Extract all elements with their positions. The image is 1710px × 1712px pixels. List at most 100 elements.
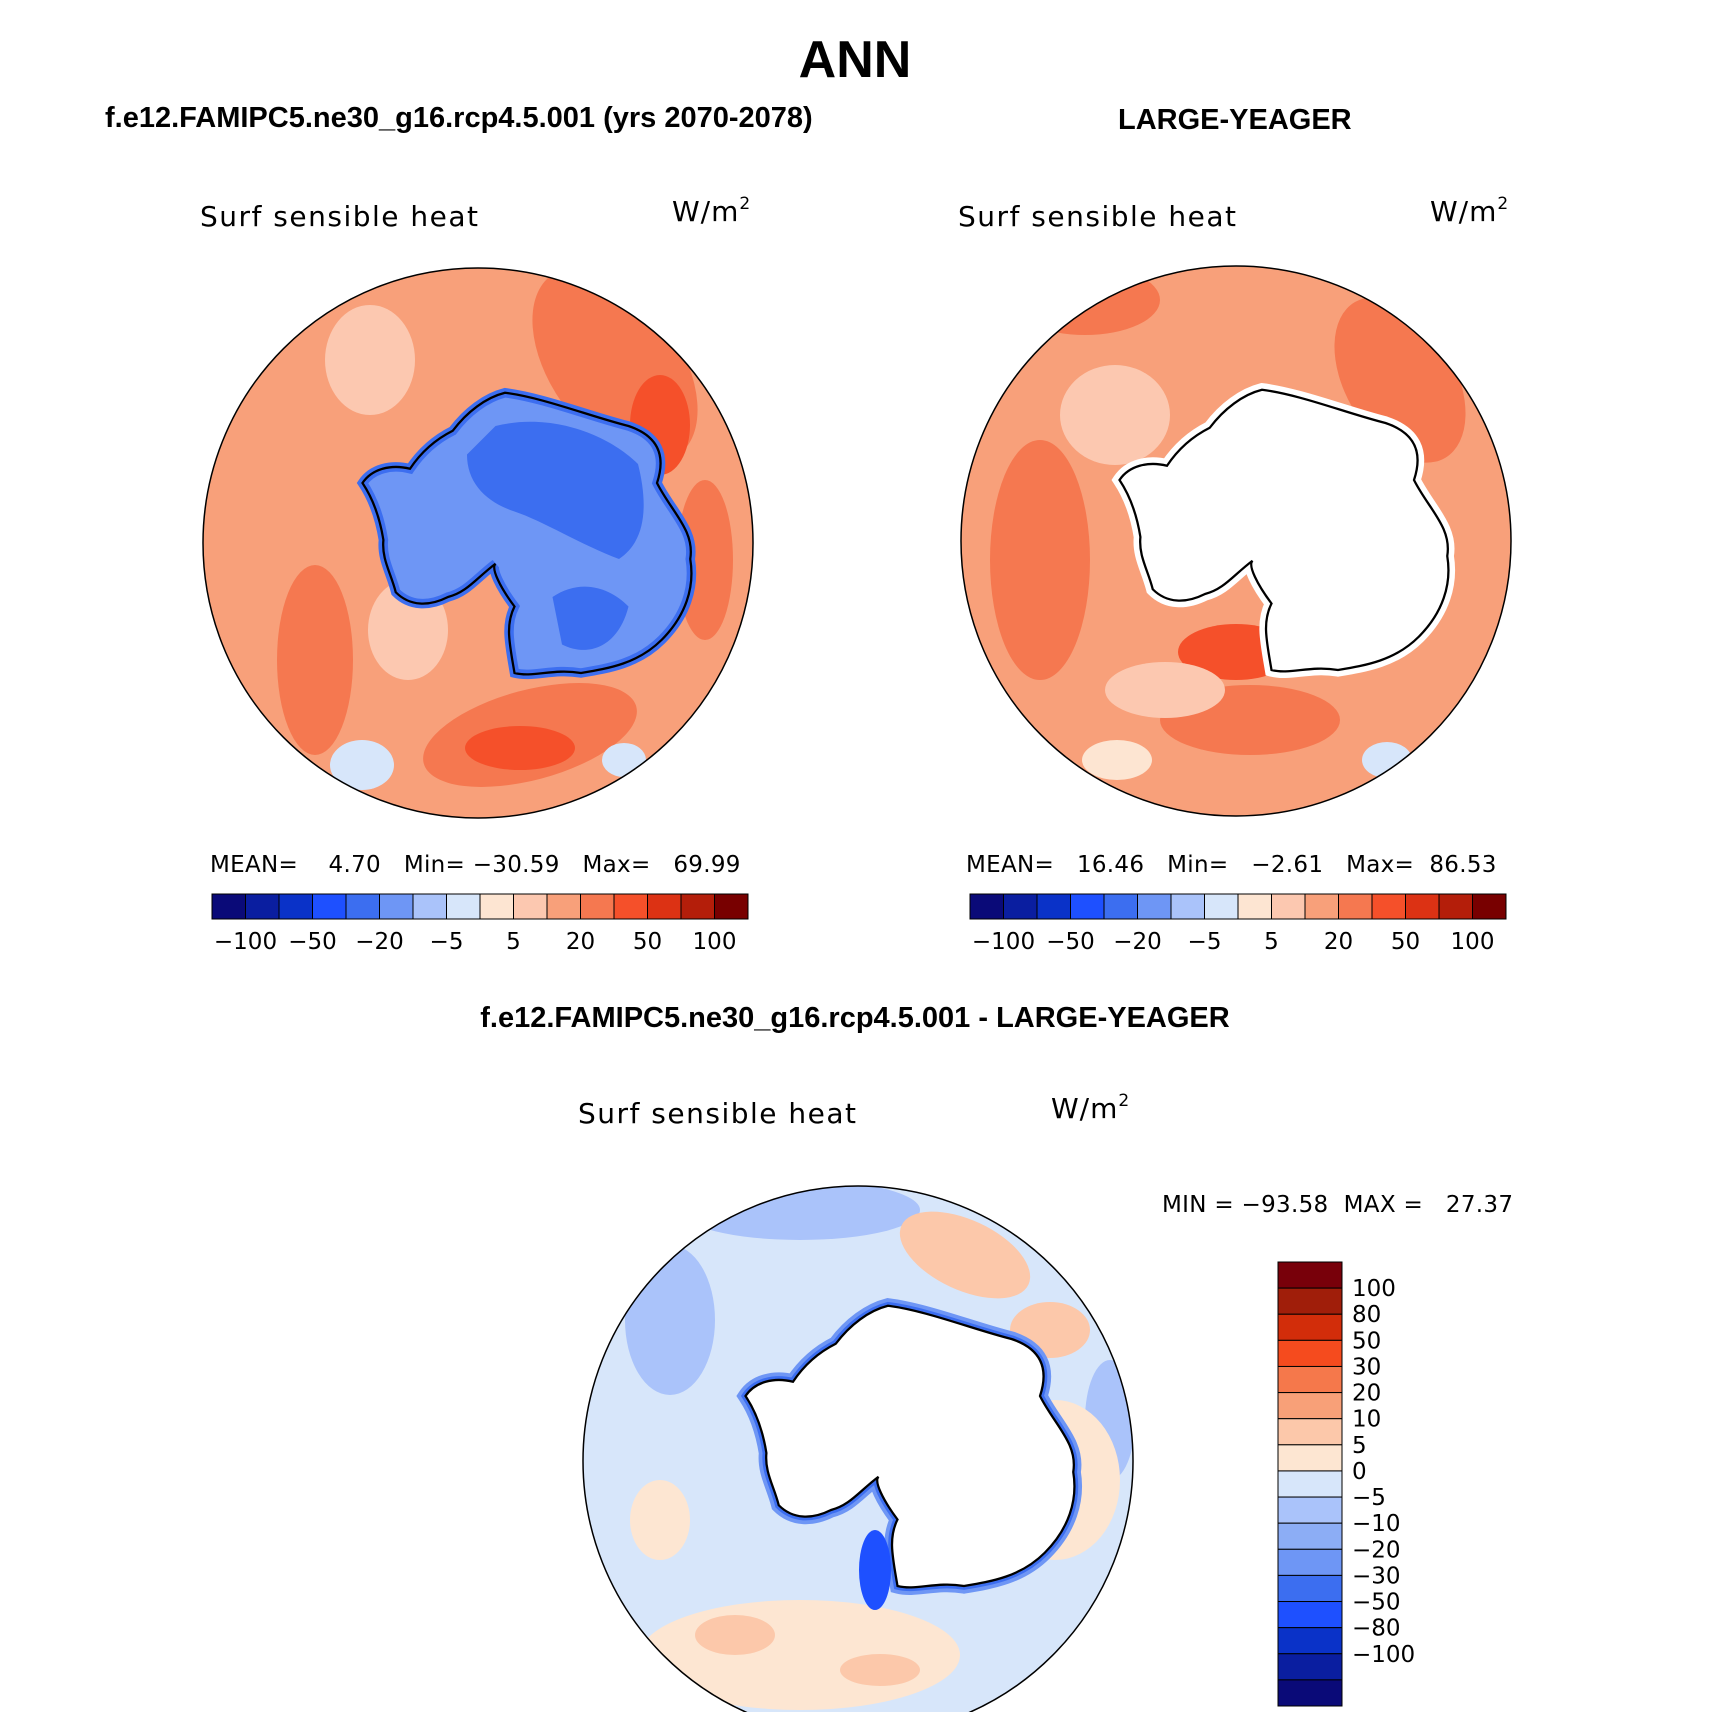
diff-colorbar-swatch — [1277, 1418, 1343, 1446]
diff-colorbar-tick-label: −30 — [1352, 1563, 1401, 1589]
right-colorbar-tick-label: −100 — [972, 929, 1035, 955]
right-colorbar-tick-label: −50 — [1046, 929, 1095, 955]
right-colorbar-swatch — [1338, 893, 1373, 920]
left-colorbar-tick-label: 20 — [566, 929, 595, 955]
right-colorbar-swatch — [1036, 893, 1071, 920]
diff-colorbar-swatch — [1277, 1496, 1343, 1524]
right-colorbar-swatch — [1271, 893, 1306, 920]
right-colorbar-swatch — [1170, 893, 1205, 920]
diff-colorbar-swatch — [1277, 1627, 1343, 1655]
diff-colorbar-tick-label: 100 — [1352, 1276, 1396, 1302]
left-colorbar-swatch — [714, 893, 749, 920]
diff-colorbar-swatch — [1277, 1261, 1343, 1289]
left-colorbar-swatch — [245, 893, 280, 920]
diff-colorbar-swatch — [1277, 1470, 1343, 1498]
diff-colorbar-swatch — [1277, 1653, 1343, 1681]
diff-polar-map — [583, 1186, 1133, 1712]
diff-colorbar-tick-label: 50 — [1352, 1328, 1381, 1354]
left-colorbar-swatch — [345, 893, 380, 920]
left-colorbar-swatch — [513, 893, 548, 920]
left-colorbar-swatch — [479, 893, 514, 920]
right-colorbar-swatch — [969, 893, 1004, 920]
diff-colorbar-tick-label: −80 — [1352, 1616, 1401, 1642]
left-colorbar-swatch — [412, 893, 447, 920]
diff-colorbar-tick-label: 5 — [1352, 1433, 1367, 1459]
diff-colorbar-swatch — [1277, 1522, 1343, 1550]
left-stats: MEAN= 4.70 Min= −30.59 Max= 69.99 — [210, 852, 741, 878]
right-colorbar-swatch — [1405, 893, 1440, 920]
diff-colorbar-swatch — [1277, 1313, 1343, 1341]
left-colorbar-tick-label: −20 — [355, 929, 404, 955]
diff-colorbar-swatch — [1277, 1339, 1343, 1367]
right-colorbar-swatch — [1237, 893, 1272, 920]
diff-colorbar-tick-label: 20 — [1352, 1381, 1381, 1407]
right-variable-label: Surf sensible heat — [958, 200, 1238, 233]
right-colorbar-tick-label: 50 — [1391, 929, 1420, 955]
diff-colorbar-swatch — [1277, 1392, 1343, 1420]
left-colorbar-swatch — [446, 893, 481, 920]
left-colorbar-tick-label: −5 — [430, 929, 464, 955]
diff-colorbar-tick-label: −10 — [1352, 1511, 1401, 1537]
diff-colorbar-tick-label: −5 — [1352, 1485, 1386, 1511]
diff-variable-label: Surf sensible heat — [578, 1097, 858, 1130]
diff-colorbar-tick-label: 0 — [1352, 1459, 1367, 1485]
diff-colorbar-swatch — [1277, 1574, 1343, 1603]
left-colorbar-swatch — [580, 893, 615, 920]
right-colorbar-swatch — [1103, 893, 1138, 920]
diff-colorbar-swatch — [1277, 1601, 1343, 1629]
diff-panel-title: f.e12.FAMIPC5.ne30_g16.rcp4.5.001 - LARG… — [480, 1002, 1230, 1034]
diff-colorbar-tick-label: −100 — [1352, 1642, 1415, 1668]
diff-stats: MIN = −93.58 MAX = 27.37 — [1162, 1192, 1514, 1218]
figure-title: ANN — [798, 31, 912, 89]
right-units-label: W/m2 — [1430, 194, 1510, 228]
diff-colorbar-tick-label: −20 — [1352, 1537, 1401, 1563]
diff-colorbar-swatch — [1277, 1548, 1343, 1576]
right-map-boundary — [960, 265, 1512, 817]
right-colorbar-tick-label: −20 — [1113, 929, 1162, 955]
right-colorbar-swatch — [1204, 893, 1239, 920]
right-colorbar-swatch — [1137, 893, 1172, 920]
right-colorbar-tick-label: −5 — [1188, 929, 1222, 955]
left-colorbar-tick-label: 100 — [693, 929, 737, 955]
right-colorbar-tick-label: 100 — [1451, 929, 1495, 955]
right-panel-title: LARGE-YEAGER — [1118, 104, 1352, 136]
left-colorbar-swatch — [211, 893, 246, 920]
right-colorbar-swatch — [1003, 893, 1038, 920]
left-colorbar-swatch — [647, 893, 682, 920]
left-colorbar-tick-label: −50 — [288, 929, 337, 955]
left-map-boundary — [202, 267, 754, 819]
right-colorbar: −100 −50 −20 −5 5 20 50 100 — [969, 893, 1507, 955]
left-polar-map — [203, 268, 753, 818]
left-colorbar: −100 −50 −20 −5 5 20 50 100 — [211, 893, 749, 955]
left-colorbar-swatch — [379, 893, 414, 920]
left-colorbar-swatch — [312, 893, 347, 920]
diff-colorbar-tick-label: 10 — [1352, 1407, 1381, 1433]
diff-units-label: W/m2 — [1051, 1091, 1131, 1125]
left-colorbar-swatch — [278, 893, 313, 920]
diff-colorbar-tick-label: 30 — [1352, 1354, 1381, 1380]
left-panel-title: f.e12.FAMIPC5.ne30_g16.rcp4.5.001 (yrs 2… — [105, 102, 813, 134]
right-stats: MEAN= 16.46 Min= −2.61 Max= 86.53 — [966, 852, 1497, 878]
left-variable-label: Surf sensible heat — [200, 200, 480, 233]
diff-colorbar-swatch — [1277, 1365, 1343, 1394]
left-colorbar-swatch — [613, 893, 648, 920]
diff-colorbar-tick-label: 80 — [1352, 1302, 1381, 1328]
right-colorbar-swatch — [1371, 893, 1406, 920]
diff-colorbar-swatch — [1277, 1287, 1343, 1315]
left-colorbar-swatch — [680, 893, 715, 920]
right-colorbar-tick-label: 20 — [1324, 929, 1353, 955]
right-colorbar-swatch — [1070, 893, 1105, 920]
left-colorbar-tick-label: −100 — [214, 929, 277, 955]
left-units-label: W/m2 — [672, 194, 752, 228]
left-colorbar-tick-label: 50 — [633, 929, 662, 955]
diff-colorbar-swatch — [1277, 1444, 1343, 1472]
left-colorbar-swatch — [546, 893, 581, 920]
diff-colorbar-swatch — [1277, 1679, 1343, 1707]
right-polar-map — [961, 266, 1511, 816]
right-colorbar-tick-label: 5 — [1264, 929, 1279, 955]
diff-colorbar-tick-label: −50 — [1352, 1590, 1401, 1616]
right-colorbar-swatch — [1304, 893, 1339, 920]
left-colorbar-tick-label: 5 — [506, 929, 521, 955]
diff-map-boundary — [582, 1185, 1134, 1712]
